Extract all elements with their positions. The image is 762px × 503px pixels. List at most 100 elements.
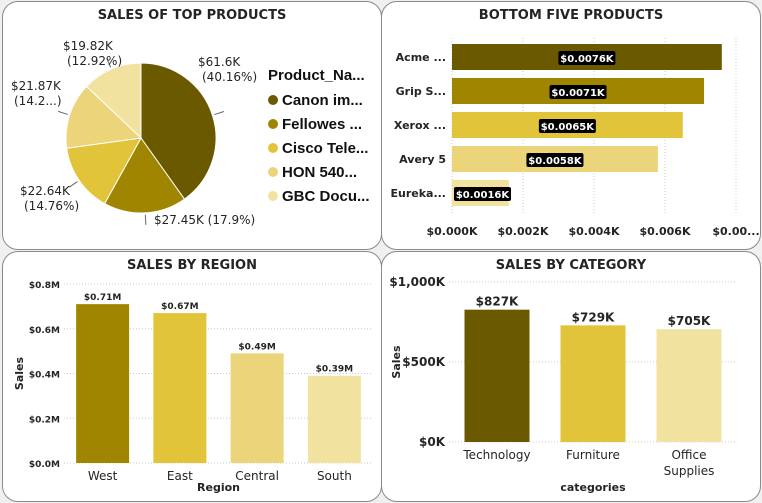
data-label: $0.71M — [84, 293, 121, 303]
y-category-label: Xerox ... — [394, 119, 446, 132]
pie-slice — [65, 85, 143, 149]
y-tick-label: $1,000K — [389, 275, 445, 289]
data-label-box — [526, 153, 584, 167]
y-tick-label: $0.0M — [29, 460, 60, 470]
pie-data-label-pct: (14.76%) — [24, 199, 79, 213]
legend-swatch — [268, 191, 278, 201]
data-label-box — [538, 119, 596, 133]
pie-data-label: $19.82K — [63, 39, 114, 53]
legend-item[interactable]: Canon im... — [268, 88, 370, 112]
x-category-label: East — [167, 469, 193, 483]
pie-data-label: $21.87K — [11, 79, 62, 93]
y-category-label: Grip S... — [396, 85, 446, 98]
bar — [153, 313, 207, 463]
bar — [230, 353, 284, 463]
x-category-label: South — [317, 469, 352, 483]
data-label: $0.0058K — [528, 156, 583, 167]
legend-swatch — [268, 143, 278, 153]
x-tick-label: $0.002K — [498, 225, 549, 238]
pie-legend: Product_Na... Canon im... Fellowes ... Cis… — [268, 67, 370, 208]
x-category-label: Furniture — [566, 448, 620, 462]
pie-leader-line — [68, 181, 78, 188]
pie-slice — [140, 62, 217, 200]
panel-title: BOTTOM FIVE PRODUCTS — [478, 8, 664, 23]
bar — [656, 329, 722, 442]
pie-chart[interactable]: $61.6K(40.16%)$27.45K (17.9%)$22.64K(14.… — [3, 2, 381, 249]
pie-data-label-pct: (12.92%) — [67, 54, 122, 68]
panel-title: SALES BY CATEGORY — [495, 258, 647, 273]
x-tick-label: $0.006K — [640, 225, 691, 238]
legend-swatch — [268, 119, 278, 129]
bottom-products-bar-chart[interactable]: $0.000K $0.002K $0.004K $0.006K $0.00... Acme… — [382, 2, 760, 249]
pie-data-label-pct: (40.16%) — [202, 70, 257, 84]
data-label: $705K — [668, 314, 711, 328]
legend-label: HON 540... — [282, 163, 358, 181]
pie-data-label: $61.6K — [198, 55, 241, 69]
panel-title: SALES OF TOP PRODUCTS — [97, 8, 287, 23]
data-label: $0.0076K — [560, 54, 615, 65]
x-axis-title: Region — [197, 481, 240, 494]
y-tick-label: $0.4M — [29, 371, 60, 381]
x-category-label: Office — [671, 448, 706, 462]
pie-data-label-pct: (14.2...) — [14, 94, 62, 108]
legend-label: Canon im... — [282, 91, 363, 109]
category-bar-chart[interactable]: $0K $500K $1,000K $827K Technology $729K Furni… — [382, 252, 760, 501]
x-axis-title: categories — [560, 481, 626, 494]
x-tick-label: $0.00... — [712, 225, 759, 238]
y-axis-title: Sales — [13, 356, 26, 390]
legend-label: Fellowes ... — [282, 115, 363, 133]
legend-title: Product_Na... — [268, 67, 365, 84]
bar — [464, 309, 530, 442]
x-category-label: Technology — [462, 448, 530, 462]
legend-label: GBC Docu... — [282, 187, 370, 205]
region-bar-chart[interactable]: $0.0M $0.2M $0.4M $0.6M $0.8M $0.71M West $0.67… — [3, 252, 381, 501]
panel-bottom-five-products: BOTTOM FIVE PRODUCTS $0.000K $0.002K $0.00… — [381, 1, 761, 250]
legend-swatch — [268, 167, 278, 177]
pie-slice — [85, 62, 142, 140]
data-label: $0.49M — [238, 342, 275, 352]
legend-label: Cisco Tele... — [282, 139, 369, 157]
data-label-box — [454, 187, 511, 201]
legend-item[interactable]: Cisco Tele... — [268, 136, 370, 160]
pie-slice — [66, 137, 142, 205]
data-label: $0.0071K — [551, 88, 606, 99]
legend-item[interactable]: HON 540... — [268, 160, 370, 184]
y-tick-label: $500K — [402, 355, 445, 369]
y-tick-label: $0K — [419, 435, 446, 449]
data-label-box — [558, 51, 616, 65]
data-label: $827K — [476, 295, 519, 309]
data-label: $0.67M — [161, 302, 198, 312]
legend-item[interactable]: Fellowes ... — [268, 112, 370, 136]
bar — [307, 375, 361, 463]
y-tick-label: $0.6M — [29, 326, 60, 336]
bar — [560, 325, 626, 442]
data-label: $0.0016K — [456, 190, 511, 201]
x-category-label: West — [88, 469, 118, 483]
pie-data-label: $27.45K (17.9%) — [154, 213, 255, 227]
data-label: $729K — [572, 310, 615, 324]
y-axis-title: Sales — [390, 345, 403, 379]
pie-leader-line — [58, 110, 68, 115]
data-label: $0.0065K — [541, 122, 596, 133]
y-tick-label: $0.2M — [29, 415, 60, 425]
pie-slice — [103, 137, 186, 214]
pie-leader-line — [214, 111, 225, 116]
legend-item[interactable]: GBC Docu... — [268, 184, 370, 208]
x-tick-label: $0.004K — [569, 225, 620, 238]
legend-swatch — [268, 95, 278, 105]
data-label: $0.39M — [316, 365, 353, 375]
panel-title: SALES BY REGION — [127, 258, 257, 273]
x-category-label: Central — [235, 469, 279, 483]
y-category-label: Acme ... — [396, 51, 446, 64]
pie-leader-line — [144, 214, 147, 225]
pie-data-label: $22.64K — [20, 184, 71, 198]
y-tick-label: $0.8M — [29, 281, 60, 291]
panel-sales-of-top-products: SALES OF TOP PRODUCTS $61.6K (40.16%) $27.… — [2, 1, 382, 250]
x-category-label: Supplies — [664, 464, 715, 478]
pie-leader-line — [106, 57, 112, 68]
x-tick-label: $0.000K — [427, 225, 478, 238]
panel-sales-by-region: SALES BY REGION $0.0M $0.2M $0.4M $0.6M $0.8… — [2, 251, 382, 502]
panel-sales-by-category: SALES BY CATEGORY $0K $500K $1,000K $827K Te… — [381, 251, 761, 502]
y-category-label: Eureka... — [390, 187, 446, 200]
bar — [76, 304, 130, 463]
